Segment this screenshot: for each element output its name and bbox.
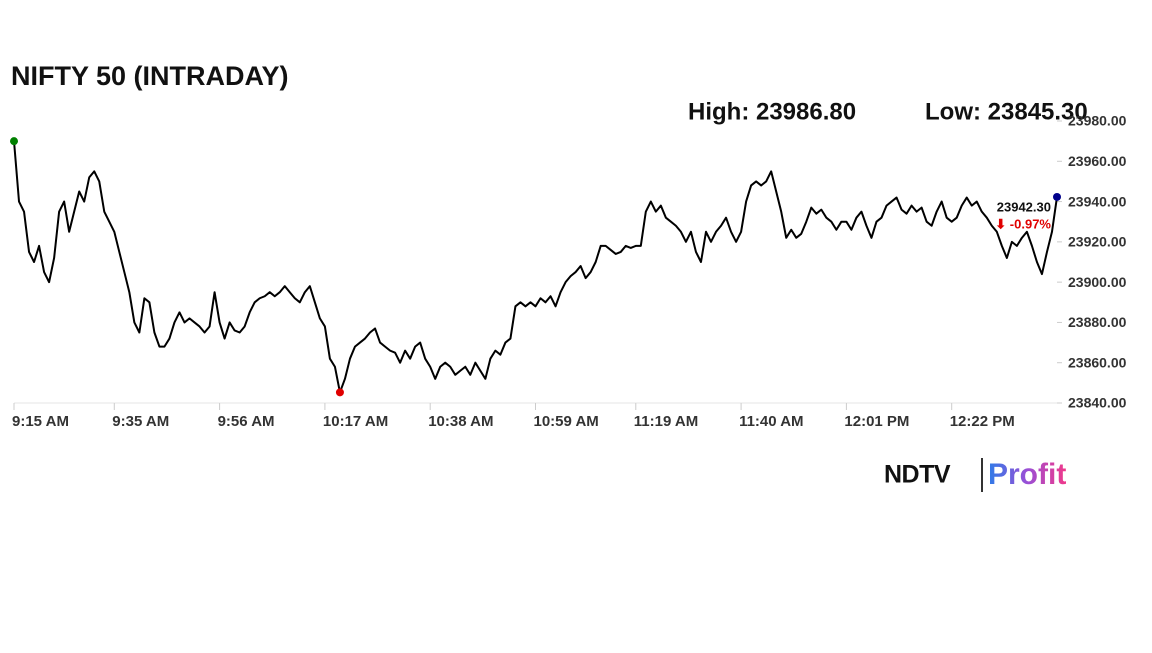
low-marker [335, 388, 344, 397]
x-tick-label: 12:01 PM [844, 413, 909, 430]
last-price-label: 23942.30 [997, 199, 1051, 214]
logo-product: Profit [988, 458, 1066, 491]
x-tick-label: 9:35 AM [112, 413, 169, 430]
x-tick-label: 9:15 AM [12, 413, 69, 430]
y-tick-label: 23980.00 [1068, 113, 1127, 129]
x-tick-label: 11:40 AM [739, 413, 803, 430]
y-tick-label: 23940.00 [1068, 193, 1127, 209]
y-tick-label: 23920.00 [1068, 234, 1127, 250]
x-tick-label: 10:38 AM [428, 413, 493, 430]
x-tick-label: 10:59 AM [534, 413, 599, 430]
y-tick-label: 23860.00 [1068, 354, 1127, 370]
high-label: High: 23986.80 [688, 98, 856, 125]
logo-brand: NDTV [884, 461, 951, 489]
start-marker [10, 137, 18, 146]
x-tick-label: 10:17 AM [323, 413, 388, 430]
y-tick-label: 23960.00 [1068, 153, 1127, 169]
last-marker [1053, 192, 1061, 201]
x-tick-label: 12:22 PM [950, 413, 1015, 430]
y-tick-label: 23900.00 [1068, 274, 1127, 290]
low-label: Low: 23845.30 [925, 98, 1088, 125]
chart-title: NIFTY 50 (INTRADAY) [11, 61, 289, 91]
x-tick-label: 9:56 AM [218, 413, 275, 430]
y-tick-label: 23880.00 [1068, 314, 1127, 330]
y-tick-label: 23840.00 [1068, 395, 1127, 411]
price-line [13, 141, 1058, 394]
change-label: ⬇ -0.97% [995, 216, 1051, 231]
x-tick-label: 11:19 AM [634, 413, 698, 430]
